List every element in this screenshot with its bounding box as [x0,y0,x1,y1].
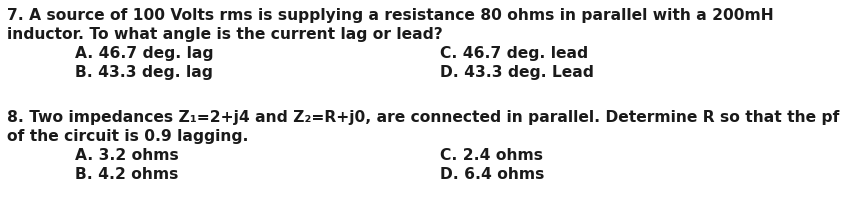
Text: A. 46.7 deg. lag: A. 46.7 deg. lag [75,46,213,61]
Text: 7. A source of 100 Volts rms is supplying a resistance 80 ohms in parallel with : 7. A source of 100 Volts rms is supplyin… [7,8,774,23]
Text: of the circuit is 0.9 lagging.: of the circuit is 0.9 lagging. [7,129,248,144]
Text: C. 46.7 deg. lead: C. 46.7 deg. lead [440,46,588,61]
Text: A. 3.2 ohms: A. 3.2 ohms [75,148,178,163]
Text: D. 43.3 deg. Lead: D. 43.3 deg. Lead [440,65,594,80]
Text: D. 6.4 ohms: D. 6.4 ohms [440,167,544,182]
Text: C. 2.4 ohms: C. 2.4 ohms [440,148,543,163]
Text: inductor. To what angle is the current lag or lead?: inductor. To what angle is the current l… [7,27,443,42]
Text: B. 4.2 ohms: B. 4.2 ohms [75,167,178,182]
Text: 8. Two impedances Z₁=2+j4 and Z₂=R+j0, are connected in parallel. Determine R so: 8. Two impedances Z₁=2+j4 and Z₂=R+j0, a… [7,110,839,125]
Text: B. 43.3 deg. lag: B. 43.3 deg. lag [75,65,212,80]
